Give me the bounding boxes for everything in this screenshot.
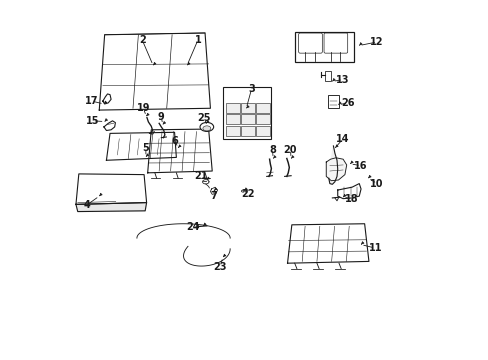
Ellipse shape — [203, 126, 210, 131]
Text: 6: 6 — [171, 136, 178, 145]
Text: 1: 1 — [194, 35, 201, 45]
Bar — [324, 71, 330, 81]
Polygon shape — [210, 187, 217, 194]
Text: 5: 5 — [142, 143, 149, 153]
Text: 26: 26 — [341, 98, 354, 108]
Text: 3: 3 — [248, 84, 255, 94]
Text: 8: 8 — [268, 144, 275, 154]
Text: 4: 4 — [83, 200, 90, 210]
Text: 12: 12 — [370, 37, 383, 47]
Bar — [225, 114, 239, 125]
Text: 18: 18 — [345, 194, 358, 204]
Text: 10: 10 — [370, 179, 383, 189]
FancyBboxPatch shape — [298, 33, 322, 53]
Bar — [223, 87, 271, 139]
Polygon shape — [337, 184, 360, 199]
Text: 20: 20 — [283, 144, 297, 154]
Polygon shape — [102, 94, 111, 104]
Polygon shape — [99, 33, 210, 110]
FancyBboxPatch shape — [324, 33, 347, 53]
Text: 21: 21 — [194, 171, 208, 181]
Bar — [294, 32, 353, 62]
Polygon shape — [287, 224, 368, 263]
Polygon shape — [328, 146, 337, 184]
Polygon shape — [76, 174, 146, 204]
Polygon shape — [106, 132, 176, 160]
Text: 24: 24 — [186, 222, 199, 232]
Text: 9: 9 — [158, 112, 164, 122]
Bar — [255, 126, 269, 136]
Text: 2: 2 — [139, 35, 145, 45]
Bar — [255, 103, 269, 113]
Text: 19: 19 — [136, 103, 150, 113]
Text: 13: 13 — [336, 75, 349, 85]
Polygon shape — [104, 121, 115, 131]
Bar — [327, 95, 338, 108]
Polygon shape — [147, 129, 212, 173]
Text: 14: 14 — [336, 134, 349, 144]
Bar — [240, 103, 254, 113]
Text: 7: 7 — [210, 191, 217, 201]
Ellipse shape — [200, 122, 213, 131]
Text: 25: 25 — [197, 113, 211, 123]
Text: 22: 22 — [241, 189, 254, 199]
Polygon shape — [76, 203, 146, 212]
Polygon shape — [325, 158, 346, 181]
Text: 11: 11 — [368, 243, 381, 253]
Text: 17: 17 — [85, 96, 98, 106]
Bar — [225, 126, 239, 136]
Text: 15: 15 — [85, 116, 99, 126]
Bar — [240, 114, 254, 125]
Text: 16: 16 — [354, 161, 367, 171]
Polygon shape — [325, 158, 346, 181]
Bar — [240, 126, 254, 136]
Text: 23: 23 — [213, 262, 226, 272]
Bar — [255, 114, 269, 125]
Bar — [225, 103, 239, 113]
